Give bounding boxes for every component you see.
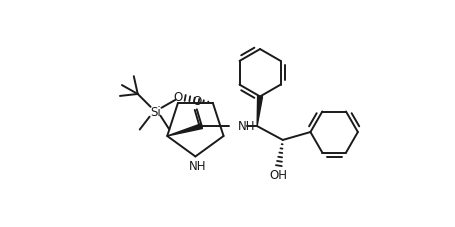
Text: Si: Si [150, 106, 161, 119]
Polygon shape [257, 97, 262, 126]
Text: NH: NH [238, 119, 255, 132]
Text: O: O [173, 91, 182, 104]
Text: NH: NH [188, 159, 206, 172]
Text: OH: OH [269, 168, 287, 181]
Polygon shape [167, 124, 202, 136]
Text: O: O [192, 94, 201, 107]
